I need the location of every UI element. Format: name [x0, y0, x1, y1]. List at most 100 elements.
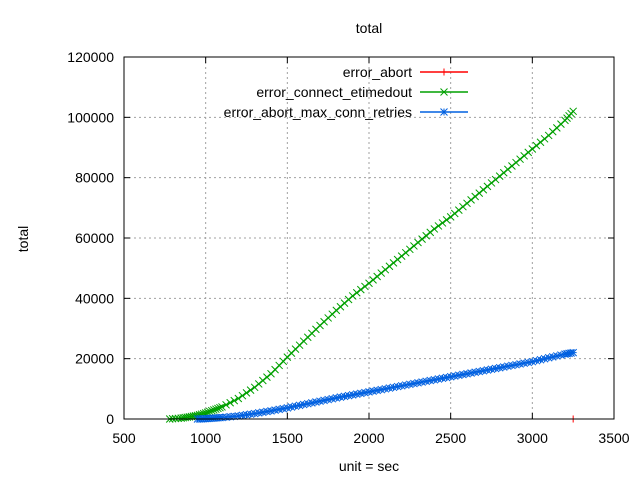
data-point: [267, 407, 275, 415]
legend-item: error_connect_etimedout: [256, 84, 468, 100]
data-point: [491, 364, 500, 373]
marker-stroke: [440, 88, 448, 96]
legend-marker: [440, 108, 448, 116]
data-point: [544, 353, 553, 362]
data-point: [218, 403, 226, 411]
data-point: [205, 407, 214, 416]
data-point: [226, 398, 235, 407]
data-point: [401, 381, 410, 389]
y-tick-label: 100000: [67, 109, 114, 125]
axis-ticks: 500 1000 1500 2000 2500 3000 3500 0 20000 40000 60…: [67, 49, 629, 446]
data-point: [246, 386, 255, 394]
legend-label: error_connect_etimedout: [256, 84, 412, 100]
data-point: [356, 285, 365, 294]
x-axis-label: unit = sec: [339, 458, 399, 474]
x-tick-label: 2500: [435, 430, 466, 446]
marker-stroke: [238, 391, 247, 400]
data-point: [242, 389, 251, 397]
data-point: [361, 282, 369, 291]
data-point: [234, 394, 243, 403]
marker-stroke: [438, 219, 447, 227]
plot-border: [123, 56, 615, 420]
y-tick-label: 60000: [75, 230, 114, 246]
marker-stroke: [203, 408, 212, 417]
marker-stroke: [361, 282, 369, 291]
series-error-abort-max-conn-retries: [193, 348, 578, 423]
x-tick-label: 3000: [517, 430, 548, 446]
marker-stroke: [174, 414, 183, 423]
marker-stroke: [242, 389, 251, 397]
data-point: [442, 216, 451, 224]
series-layer: [165, 107, 578, 423]
legend-marker: [440, 88, 448, 96]
data-point: [209, 406, 218, 414]
legend-item: error_abort: [343, 64, 468, 80]
y-tick-label: 120000: [67, 49, 114, 65]
x-tick-label: 2000: [353, 430, 384, 446]
marker-stroke: [212, 405, 220, 414]
data-point: [471, 368, 480, 377]
data-point: [230, 396, 239, 405]
x-tick-label: 3500: [598, 430, 629, 446]
y-tick-label: 20000: [75, 351, 114, 367]
marker-stroke: [214, 404, 222, 413]
data-point: [283, 403, 292, 412]
data-point: [434, 222, 443, 230]
data-point: [246, 410, 255, 419]
marker-stroke: [569, 348, 578, 357]
data-point: [336, 393, 345, 401]
legend-label: error_abort_max_conn_retries: [224, 104, 412, 120]
series-line: [169, 110, 574, 420]
marker-stroke: [205, 407, 214, 416]
chart-title: total: [356, 20, 382, 36]
data-point: [548, 353, 557, 361]
data-point: [430, 225, 439, 233]
data-point: [569, 107, 578, 116]
marker-stroke: [234, 394, 243, 403]
marker-stroke: [222, 400, 230, 409]
marker-stroke: [430, 225, 439, 233]
marker-stroke: [440, 108, 448, 116]
data-point: [238, 391, 247, 400]
x-tick-label: 500: [112, 430, 136, 446]
data-point: [222, 400, 230, 409]
data-point: [569, 348, 578, 357]
x-tick-label: 1000: [190, 430, 221, 446]
marker-stroke: [442, 216, 451, 224]
data-point: [214, 404, 222, 413]
marker-stroke: [218, 403, 226, 411]
data-point: [203, 408, 212, 417]
y-axis-label: total: [15, 226, 31, 252]
marker-stroke: [352, 288, 361, 297]
marker-stroke: [209, 406, 218, 414]
data-point: [438, 219, 447, 227]
marker-stroke: [246, 386, 255, 394]
data-point: [389, 383, 398, 392]
marker-stroke: [569, 107, 578, 116]
data-point: [348, 292, 357, 300]
series-error-connect-etimedout: [165, 107, 578, 423]
grid-lines: [124, 57, 614, 419]
legend-marker: [440, 68, 448, 76]
marker-stroke: [216, 403, 224, 412]
marker-stroke: [434, 222, 443, 230]
data-point: [212, 405, 220, 414]
y-tick-label: 0: [106, 411, 114, 427]
marker-stroke: [207, 406, 216, 415]
data-point: [207, 406, 216, 415]
legend: error_abort error_connect_etimedout error_…: [224, 64, 468, 120]
data-point: [216, 403, 224, 412]
marker-stroke: [230, 396, 239, 405]
marker-stroke: [226, 398, 235, 407]
legend-item: error_abort_max_conn_retries: [224, 104, 468, 120]
data-point: [352, 288, 361, 297]
y-tick-label: 80000: [75, 170, 114, 186]
data-point: [250, 409, 259, 418]
x-tick-label: 1500: [272, 430, 303, 446]
marker-stroke: [348, 292, 357, 300]
marker-stroke: [356, 285, 365, 294]
y-tick-label: 40000: [75, 290, 114, 306]
legend-label: error_abort: [343, 64, 412, 80]
